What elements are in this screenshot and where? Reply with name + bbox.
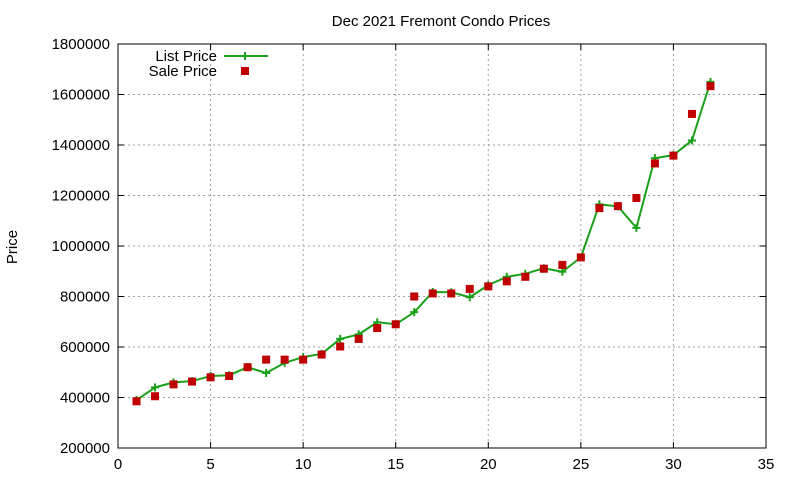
y-tick-label: 1400000 [52,137,110,154]
sale-price-point [669,151,678,160]
sale-price-point [428,289,437,298]
sale-price-point [354,334,363,343]
sale-price-point [336,342,345,351]
x-tick-label: 30 [665,456,682,473]
sale-price-point [706,82,715,91]
sale-price-point [613,202,622,211]
sale-price-point [502,277,511,286]
y-tick-label: 1600000 [52,87,110,104]
x-tick-label: 35 [758,456,775,473]
sale-price-point [280,355,289,364]
y-tick-label: 600000 [60,339,110,356]
sale-price-point [243,363,252,372]
x-tick-label: 5 [206,456,214,473]
legend: List Price Sale Price [149,48,268,80]
sale-price-point [206,373,215,382]
list-price-point [262,369,271,378]
x-tick-label: 25 [573,456,590,473]
series-layer [132,77,715,406]
sale-price-point [576,253,585,262]
sale-price-point [447,289,456,298]
sale-price-point [484,282,493,291]
sale-price-point [595,204,604,213]
series-line-list-price [135,81,712,401]
y-tick-label: 1000000 [52,238,110,255]
x-axis: 0 5 10 15 20 25 30 35 [114,44,775,473]
sale-price-point [373,324,382,333]
y-tick-label: 400000 [60,390,110,407]
sale-price-point [521,272,530,281]
y-tick-label: 1800000 [52,36,110,53]
legend-label-sale-price: Sale Price [149,63,217,80]
y-tick-label: 1200000 [52,188,110,205]
sale-price-point [317,350,326,359]
sale-price-point [632,194,641,203]
x-tick-label: 15 [387,456,404,473]
sale-price-point [558,260,567,269]
sale-price-point [262,355,271,364]
list-price-point [687,136,696,145]
list-price-point [465,293,474,302]
legend-label-list-price: List Price [155,48,217,65]
sale-price-point [169,380,178,389]
sale-price-point [188,377,197,386]
y-tick-label: 200000 [60,440,110,457]
list-price-point [151,383,160,392]
x-tick-label: 10 [295,456,312,473]
sale-price-point [151,392,160,401]
sale-price-point [225,372,234,381]
y-tick-label: 800000 [60,289,110,306]
sale-price-point [687,109,696,118]
list-price-point [410,308,419,317]
list-price-point [336,334,345,343]
sale-price-point [391,320,400,329]
sale-price-point [410,292,419,301]
list-price-point [632,223,641,232]
sale-price-point [299,355,308,364]
grid [118,44,766,448]
sale-price-point [465,284,474,293]
y-axis: 200000 400000 600000 800000 1000000 1200000 14… [52,36,766,457]
x-tick-label: 20 [480,456,497,473]
sale-price-point [539,264,548,273]
chart-title: Dec 2021 Fremont Condo Prices [332,13,550,30]
legend-marker-list-price [241,52,249,60]
legend-marker-sale-price [241,67,249,75]
sale-price-point [650,159,659,168]
y-axis-label: Price [4,230,21,264]
sale-price-point [132,397,141,406]
x-tick-label: 0 [114,456,122,473]
list-price-point [558,267,567,276]
